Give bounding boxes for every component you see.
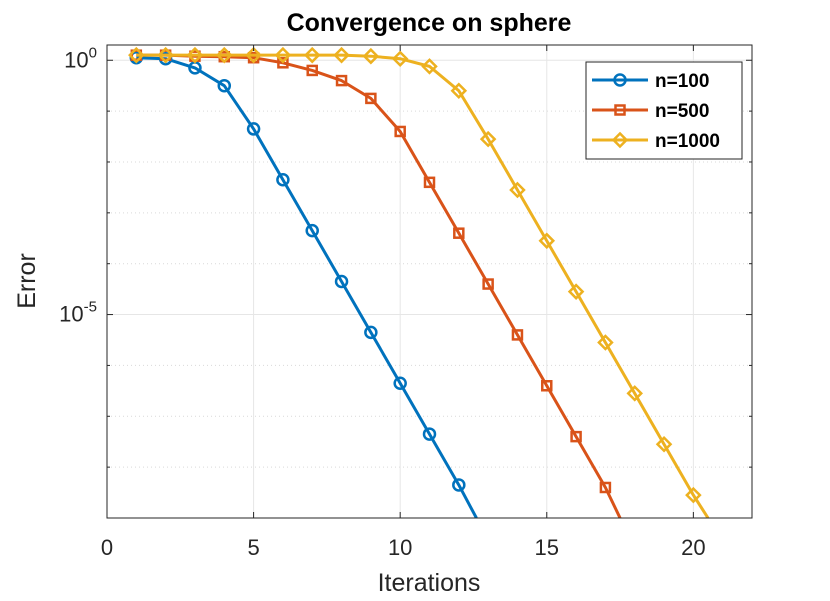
data-point bbox=[335, 74, 348, 87]
data-point bbox=[626, 385, 643, 402]
legend: n=100 n=500 n=1000 bbox=[585, 61, 743, 160]
legend-marker bbox=[614, 104, 626, 116]
data-point bbox=[423, 176, 436, 189]
plot-frame bbox=[106, 44, 753, 519]
data-point bbox=[599, 481, 612, 494]
data-point bbox=[128, 46, 145, 64]
data-point bbox=[509, 181, 526, 199]
data-point bbox=[452, 478, 466, 492]
data-point bbox=[365, 92, 377, 105]
legend-entry: n=100 bbox=[592, 71, 709, 92]
legend-label: n=100 bbox=[655, 71, 709, 92]
data-point bbox=[482, 278, 494, 290]
data-point bbox=[393, 376, 407, 390]
data-point bbox=[453, 227, 465, 239]
legend-entry: n=1000 bbox=[592, 131, 720, 152]
data-point bbox=[567, 283, 585, 300]
data-point bbox=[333, 46, 350, 64]
x-tick-label: 20 bbox=[681, 535, 705, 560]
data-point bbox=[511, 329, 524, 341]
x-tick-label: 0 bbox=[101, 535, 113, 560]
ticks: 0 5 10 15 20 100 10-5 bbox=[59, 44, 752, 560]
data-point bbox=[364, 325, 378, 340]
chart-title: Convergence on sphere bbox=[287, 9, 572, 37]
x-tick-label: 5 bbox=[247, 535, 259, 560]
y-tick-label: 10-5 bbox=[59, 299, 97, 327]
series-line bbox=[136, 56, 478, 518]
x-tick-label: 15 bbox=[535, 535, 559, 560]
data-point bbox=[303, 46, 321, 64]
data-point bbox=[186, 46, 204, 64]
data-point bbox=[305, 223, 319, 238]
data-point bbox=[450, 82, 468, 100]
x-tick-label: 10 bbox=[388, 535, 412, 560]
data-point bbox=[362, 47, 380, 65]
series-layer bbox=[128, 46, 710, 518]
y-axis-label: Error bbox=[13, 253, 41, 309]
legend-label: n=500 bbox=[655, 101, 709, 122]
legend-marker bbox=[613, 73, 627, 87]
data-point bbox=[394, 125, 406, 138]
data-point bbox=[277, 57, 289, 69]
legend-entry: n=500 bbox=[592, 101, 709, 122]
data-point bbox=[217, 78, 232, 93]
series-n=1000 bbox=[128, 46, 710, 518]
data-point bbox=[655, 435, 673, 453]
x-axis-label: Iterations bbox=[378, 569, 481, 597]
data-point bbox=[685, 486, 702, 504]
data-point bbox=[538, 232, 556, 250]
legend-label: n=1000 bbox=[655, 131, 720, 152]
data-point bbox=[274, 46, 292, 64]
data-point bbox=[570, 430, 582, 443]
data-point bbox=[306, 64, 318, 77]
data-point bbox=[216, 46, 233, 64]
data-point bbox=[246, 122, 261, 136]
data-point bbox=[541, 380, 553, 392]
series-line bbox=[136, 53, 710, 518]
data-point bbox=[597, 334, 614, 351]
data-point bbox=[245, 46, 262, 64]
data-point bbox=[157, 46, 174, 64]
data-point bbox=[391, 50, 409, 68]
data-point bbox=[422, 427, 437, 441]
data-point bbox=[276, 173, 290, 187]
data-point bbox=[421, 58, 438, 75]
y-tick-label: 100 bbox=[64, 44, 97, 72]
legend-marker bbox=[611, 131, 629, 149]
data-point bbox=[479, 130, 497, 148]
data-point bbox=[334, 274, 349, 289]
